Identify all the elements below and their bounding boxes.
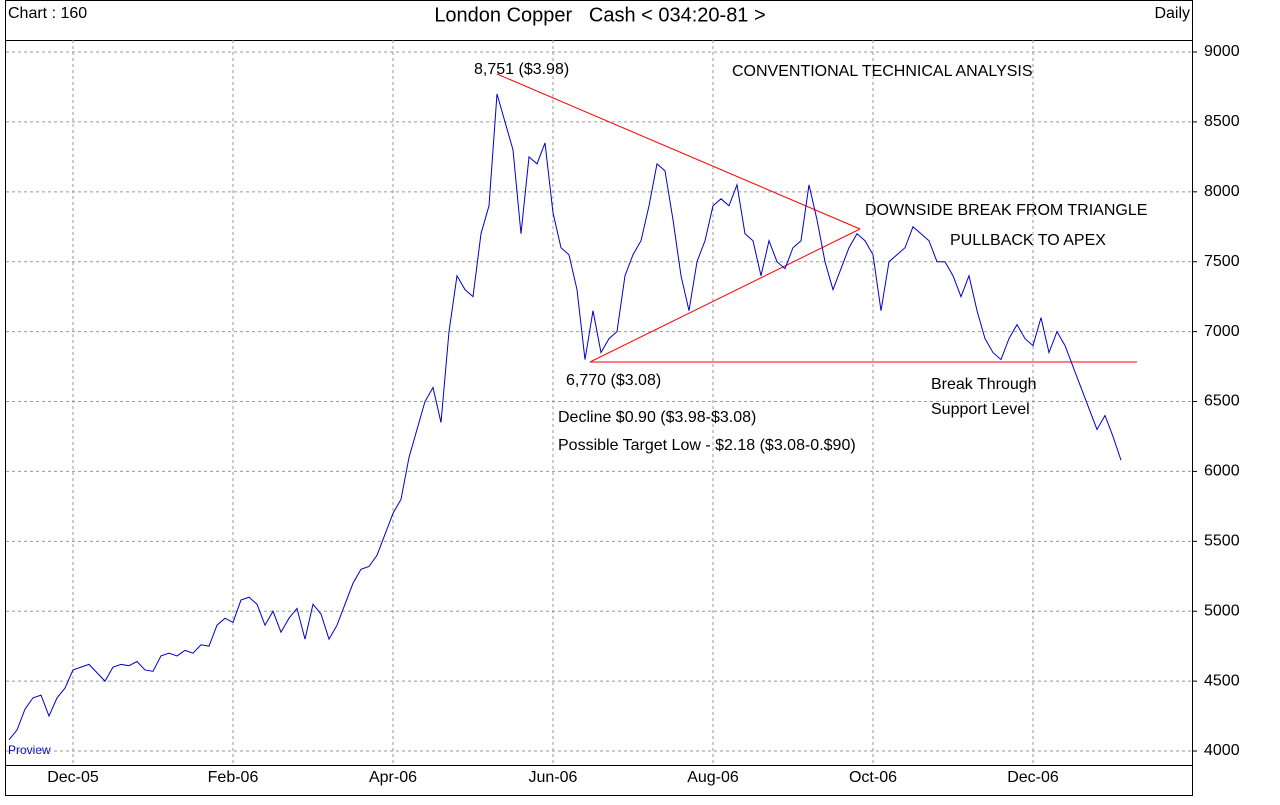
price-line — [8, 93, 1122, 741]
annotation: Support Level — [931, 401, 1030, 418]
x-tick-label: Dec-06 — [1007, 769, 1059, 786]
y-tick-label: 7500 — [1204, 253, 1240, 270]
y-tick-label: 4000 — [1204, 742, 1240, 759]
x-tick-label: Feb-06 — [208, 769, 259, 786]
annotation: PULLBACK TO APEX — [950, 232, 1106, 249]
chart-title: London Copper Cash < 034:20-81 > — [434, 4, 765, 26]
x-tick-label: Jun-06 — [529, 769, 578, 786]
y-tick-label: 8500 — [1204, 113, 1240, 130]
trendline — [496, 73, 861, 230]
chart-id: Chart : 160 — [8, 5, 87, 22]
y-tick-label: 6000 — [1204, 463, 1240, 480]
annotation: Possible Target Low - $2.18 ($3.08-0.$90… — [558, 437, 856, 454]
y-tick-label: 5500 — [1204, 533, 1240, 550]
y-tick-label: 5000 — [1204, 602, 1240, 619]
annotation: CONVENTIONAL TECHNICAL ANALYSIS — [732, 63, 1033, 80]
annotation: 6,770 ($3.08) — [566, 372, 661, 389]
y-tick-label: 4500 — [1204, 672, 1240, 689]
annotation: DOWNSIDE BREAK FROM TRIANGLE — [865, 202, 1147, 219]
y-tick-label: 6500 — [1204, 393, 1240, 410]
footer: Proview — [8, 743, 51, 757]
frequency: Daily — [1154, 5, 1190, 22]
x-tick-label: Apr-06 — [369, 769, 417, 786]
x-tick-label: Aug-06 — [687, 769, 739, 786]
x-tick-label: Dec-05 — [47, 769, 99, 786]
x-tick-label: Oct-06 — [849, 769, 897, 786]
y-tick-label: 9000 — [1204, 43, 1240, 60]
grid — [6, 40, 1192, 765]
annotation: 8,751 ($3.98) — [474, 61, 569, 78]
y-tick-label: 7000 — [1204, 323, 1240, 340]
annotation: Decline $0.90 ($3.98-$3.08) — [558, 409, 756, 426]
frame — [5, 0, 1193, 796]
trendline — [589, 228, 861, 363]
annotation: Break Through — [931, 376, 1037, 393]
y-tick-label: 8000 — [1204, 183, 1240, 200]
